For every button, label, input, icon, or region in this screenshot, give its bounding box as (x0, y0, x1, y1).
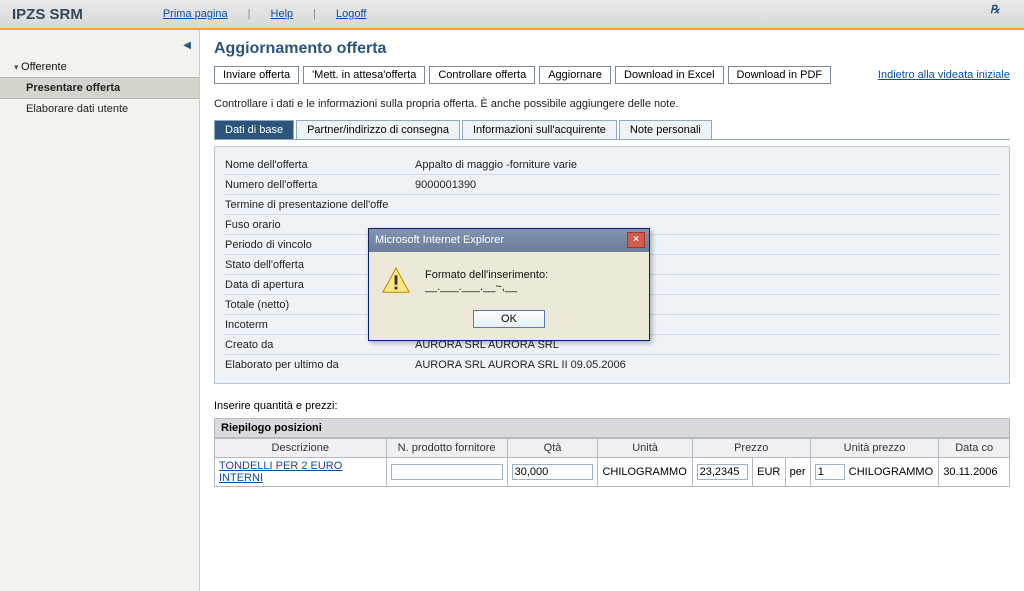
tab-note-personali[interactable]: Note personali (619, 120, 712, 139)
btn-aggiornare[interactable]: Aggiornare (539, 66, 611, 84)
sidebar: ◀ Offerente Presentare offerta Elaborare… (0, 30, 200, 591)
row-price-unit: CHILOGRAMMO (849, 466, 933, 478)
form-value: Appalto di maggio -forniture varie (415, 159, 577, 171)
btn-controllare-offerta[interactable]: Controllare offerta (429, 66, 535, 84)
tab-dati-di-base[interactable]: Dati di base (214, 120, 294, 139)
tabs: Dati di base Partner/indirizzo di conseg… (214, 120, 1010, 140)
nav-separator: | (248, 8, 251, 20)
row-price-unit-qty-input[interactable] (815, 464, 845, 480)
dialog-title: Microsoft Internet Explorer (375, 234, 504, 246)
top-links: Prima pagina | Help | Logoff (163, 8, 367, 20)
positions-header: Riepilogo posizioni (214, 418, 1010, 438)
row-price-input[interactable] (697, 464, 749, 480)
row-qty-input[interactable] (512, 464, 594, 480)
form-label: Termine di presentazione dell'offe (225, 199, 415, 211)
back-link[interactable]: Indietro alla videata iniziale (878, 69, 1010, 81)
dialog-ok-button[interactable]: OK (473, 310, 545, 328)
row-unit: CHILOGRAMMO (598, 458, 692, 487)
form-value: 9000001390 (415, 179, 476, 191)
tab-info-acquirente[interactable]: Informazioni sull'acquirente (462, 120, 617, 139)
page-title: Aggiornamento offerta (214, 40, 1010, 58)
dialog-text: Formato dell'inserimento: __.___.___.__~… (425, 269, 637, 293)
btn-inviare-offerta[interactable]: Inviare offerta (214, 66, 299, 84)
link-help[interactable]: Help (271, 8, 294, 20)
btn-download-excel[interactable]: Download in Excel (615, 66, 724, 84)
positions-intro: Inserire quantità e prezzi: (214, 400, 1010, 412)
col-data: Data co (939, 439, 1010, 458)
app-title: IPZS SRM (12, 6, 83, 23)
form-label: Nome dell'offerta (225, 159, 415, 171)
col-unita: Unità (598, 439, 692, 458)
form-value: AURORA SRL AURORA SRL II 09.05.2006 (415, 359, 626, 371)
col-descrizione: Descrizione (215, 439, 387, 458)
row-descrizione-link[interactable]: TONDELLI PER 2 EURO INTERNI (219, 460, 342, 484)
form-row: Nome dell'offertaAppalto di maggio -forn… (225, 155, 999, 175)
col-qta: Qtà (507, 439, 598, 458)
form-label: Numero dell'offerta (225, 179, 415, 191)
warning-icon (381, 266, 411, 296)
logo: ℞ (990, 3, 1012, 25)
form-row: Numero dell'offerta9000001390 (225, 175, 999, 195)
row-date: 30.11.2006 (939, 458, 1010, 487)
btn-download-pdf[interactable]: Download in PDF (728, 66, 832, 84)
form-row: Termine di presentazione dell'offe (225, 195, 999, 215)
btn-mett-in-attesa[interactable]: 'Mett. in attesa'offerta (303, 66, 425, 84)
col-prezzo: Prezzo (692, 439, 810, 458)
col-prodotto: N. prodotto fornitore (386, 439, 507, 458)
nav-separator: | (313, 8, 316, 20)
sidebar-item-presentare-offerta[interactable]: Presentare offerta (0, 77, 199, 99)
positions-table: Descrizione N. prodotto fornitore Qtà Un… (214, 438, 1010, 487)
alert-dialog: Microsoft Internet Explorer × Formato de… (368, 228, 650, 341)
link-logoff[interactable]: Logoff (336, 8, 366, 20)
link-prima-pagina[interactable]: Prima pagina (163, 8, 228, 20)
form-row: Elaborato per ultimo daAURORA SRL AURORA… (225, 355, 999, 375)
dialog-close-icon[interactable]: × (627, 232, 645, 248)
row-per: per (785, 458, 810, 487)
page-intro: Controllare i dati e le informazioni sul… (214, 98, 1010, 110)
toolbar: Inviare offerta 'Mett. in attesa'offerta… (214, 66, 1010, 84)
sidebar-collapse-icon[interactable]: ◀ (0, 36, 199, 57)
row-currency: EUR (753, 458, 786, 487)
form-label: Elaborato per ultimo da (225, 359, 415, 371)
row-prodnum-input[interactable] (391, 464, 503, 480)
col-unita-prezzo: Unità prezzo (810, 439, 939, 458)
sidebar-item-elaborare-dati-utente[interactable]: Elaborare dati utente (0, 99, 199, 119)
table-row: TONDELLI PER 2 EURO INTERNI CHILOGRAMMO … (215, 458, 1010, 487)
tab-partner[interactable]: Partner/indirizzo di consegna (296, 120, 460, 139)
sidebar-group-offerente[interactable]: Offerente (0, 57, 199, 77)
